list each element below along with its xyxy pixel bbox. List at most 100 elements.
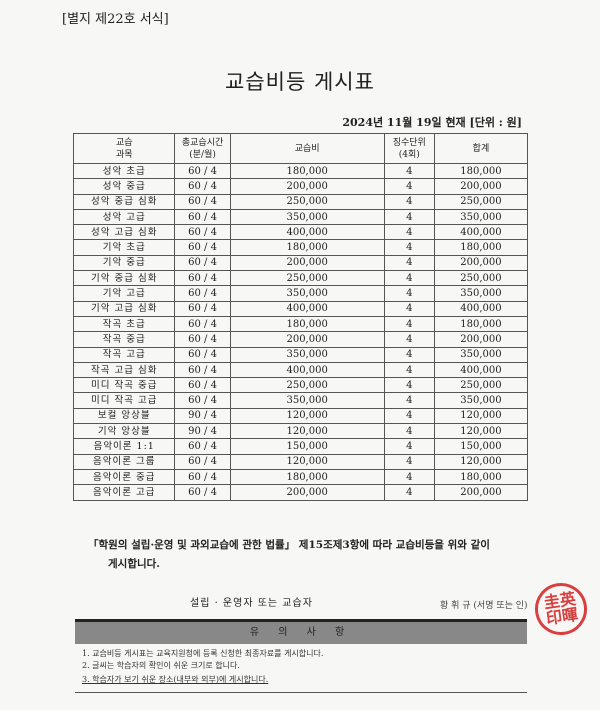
cell-subject: 성악 고급 [72,208,176,226]
column-header-fee: 교습비 [229,133,385,164]
notice-line-1: 「학원의 설립·운영 및 과외교습에 관한 법률」 제15조제3항에 따라 교습… [88,539,490,551]
cell-subject: 성악 중급 [72,178,176,195]
cell-subject: 성악 중급 심화 [72,193,176,210]
cell-fee: 180,000 [229,468,385,486]
cell-collection-unit: 4 [383,239,435,256]
table-row: 성악 고급 60 / 4 350,000 4 350,000 [72,208,529,226]
column-header-total-hours: 총교습시간 (분/월) [174,133,231,164]
cell-total-hours: 60 / 4 [174,162,231,180]
cell-total-hours: 60 / 4 [174,193,231,210]
table-row: 음악이론 1:1 60 / 4 150,000 4 150,000 [72,438,529,455]
cell-fee: 250,000 [229,377,385,394]
column-header-subject: 교습 과목 [72,133,176,164]
cell-total-hours: 60 / 4 [174,468,231,486]
cell-total: 400,000 [433,224,529,241]
table-row: 기악 앙상블 90 / 4 120,000 4 120,000 [72,423,529,440]
cell-subject: 작곡 초급 [72,315,176,333]
cell-total-hours: 60 / 4 [174,300,231,317]
cell-total-hours: 60 / 4 [174,453,231,470]
cell-subject: 성악 초급 [72,162,176,180]
cell-fee: 350,000 [229,208,385,226]
cell-total: 120,000 [433,423,529,440]
table-row: 작곡 고급 심화 60 / 4 400,000 4 400,000 [72,361,529,379]
cell-subject: 작곡 고급 [72,346,176,363]
cell-total-hours: 60 / 4 [174,178,231,195]
cell-subject: 음악이론 고급 [72,484,176,501]
cell-total-hours: 60 / 4 [174,361,231,379]
table-header-row: 교습 과목 총교습시간 (분/월) 교습비 징수단위 (4회) 합계 [72,133,529,164]
divider [75,692,527,693]
table-row: 기악 초급 60 / 4 180,000 4 180,000 [72,239,529,256]
note-item: 2. 글씨는 학습자의 확인이 쉬운 크기로 합니다. [82,661,240,670]
cell-collection-unit: 4 [383,331,435,348]
cell-collection-unit: 4 [383,346,435,363]
table-row: 기악 고급 60 / 4 350,000 4 350,000 [72,285,529,302]
cell-total: 180,000 [433,162,529,180]
cell-total: 400,000 [433,361,529,379]
cell-fee: 150,000 [229,438,385,455]
cell-collection-unit: 4 [383,208,435,226]
cell-total: 350,000 [433,208,529,226]
cell-collection-unit: 4 [383,361,435,379]
cell-total: 180,000 [433,468,529,486]
cell-total: 350,000 [433,392,529,409]
cell-subject: 기악 고급 [72,285,176,302]
legal-notice: 「학원의 설립·운영 및 과외교습에 관한 법률」 제15조제3항에 따라 교습… [88,536,538,574]
cell-total: 200,000 [433,331,529,348]
cell-total: 180,000 [433,239,529,256]
cell-fee: 200,000 [229,484,385,501]
cell-subject: 성악 고급 심화 [72,224,176,241]
table-row: 성악 고급 심화 60 / 4 400,000 4 400,000 [72,224,529,241]
cell-total-hours: 90 / 4 [174,423,231,440]
cell-fee: 180,000 [229,162,385,180]
cell-collection-unit: 4 [383,300,435,317]
cell-total: 400,000 [433,300,529,317]
cell-collection-unit: 4 [383,178,435,195]
date-unit-line: 2024년 11월 19일 현재 [단위 : 원] [342,116,522,129]
cell-subject: 작곡 중급 [72,331,176,348]
table-row: 음악이론 중급 60 / 4 180,000 4 180,000 [72,468,529,486]
cell-collection-unit: 4 [383,377,435,394]
cell-total-hours: 60 / 4 [174,254,231,272]
divider [75,619,527,622]
cell-fee: 400,000 [229,361,385,379]
table-row: 성악 초급 60 / 4 180,000 4 180,000 [72,162,529,180]
cell-subject: 미디 작곡 고급 [72,392,176,409]
seal-stamp: 圭英 印暉 [531,579,591,639]
cell-total: 250,000 [433,377,529,394]
cell-total-hours: 90 / 4 [174,407,231,425]
table-row: 기악 중급 심화 60 / 4 250,000 4 250,000 [72,270,529,287]
cell-total: 350,000 [433,285,529,302]
cell-subject: 미디 작곡 중급 [72,377,176,394]
cell-total-hours: 60 / 4 [174,208,231,226]
cell-total-hours: 60 / 4 [174,239,231,256]
cell-total-hours: 60 / 4 [174,346,231,363]
cell-total-hours: 60 / 4 [174,315,231,333]
cell-fee: 250,000 [229,270,385,287]
caution-title: 유 의 사 항 [75,622,527,644]
cell-fee: 350,000 [229,346,385,363]
cell-collection-unit: 4 [383,468,435,486]
cell-subject: 기악 고급 심화 [72,300,176,317]
cell-total-hours: 60 / 4 [174,224,231,241]
table-row: 음악이론 그룹 60 / 4 120,000 4 120,000 [72,453,529,470]
notice-line-2: 게시합니다. [108,558,160,570]
cell-collection-unit: 4 [383,423,435,440]
table-row: 기악 중급 60 / 4 200,000 4 200,000 [72,254,529,272]
cell-fee: 250,000 [229,193,385,210]
cell-collection-unit: 4 [383,438,435,455]
cell-total-hours: 60 / 4 [174,392,231,409]
cell-total: 200,000 [433,178,529,195]
note-item: 3. 학습자가 보기 쉬운 장소(내부와 외부)에 게시합니다. [82,675,269,684]
cell-fee: 120,000 [229,453,385,470]
cell-fee: 350,000 [229,392,385,409]
column-header-total: 합계 [433,133,529,164]
cell-total: 250,000 [433,270,529,287]
cell-total-hours: 60 / 4 [174,438,231,455]
founder-label: 설립 · 운영자 또는 교습자 [190,598,313,609]
table-row: 작곡 고급 60 / 4 350,000 4 350,000 [72,346,529,363]
table-row: 작곡 초급 60 / 4 180,000 4 180,000 [72,315,529,333]
cell-subject: 음악이론 1:1 [72,438,176,455]
cell-total: 150,000 [433,438,529,455]
cell-fee: 200,000 [229,254,385,272]
